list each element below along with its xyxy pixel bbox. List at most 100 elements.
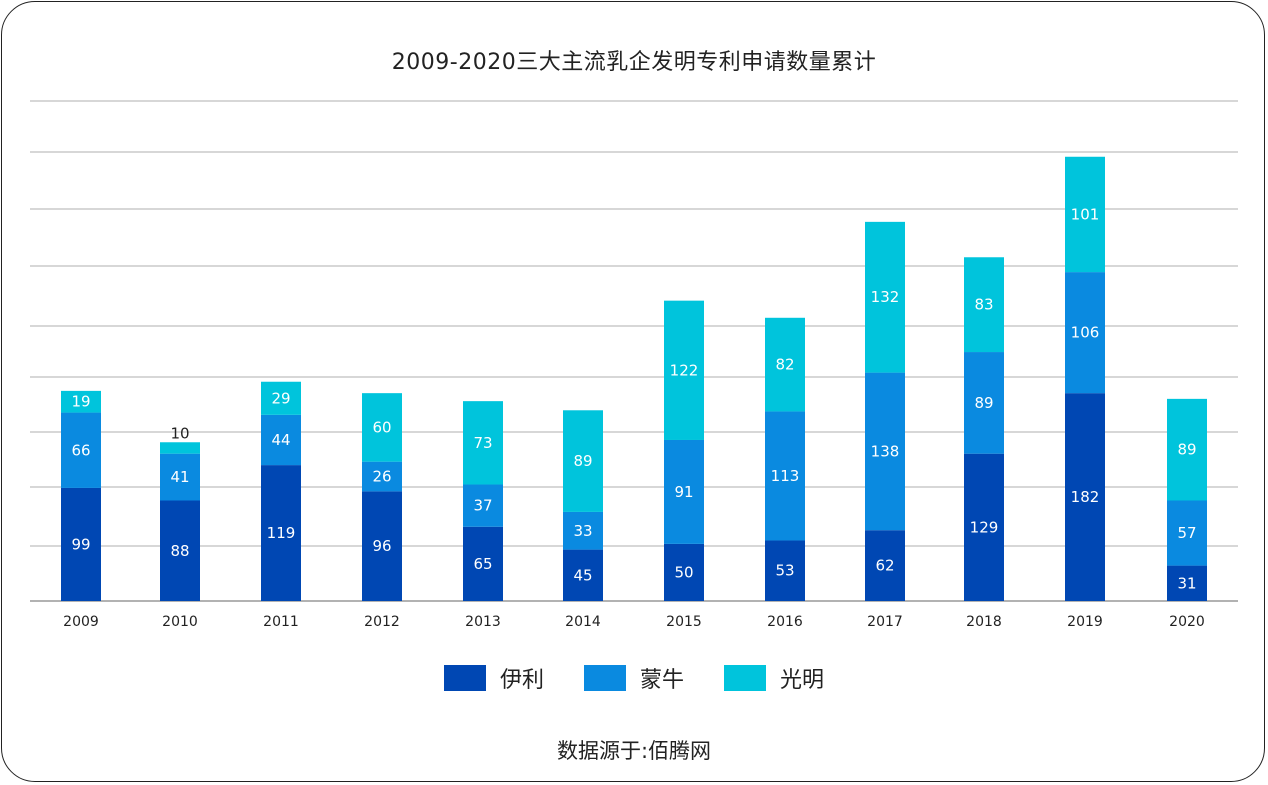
legend-item-guangming: 光明 xyxy=(724,662,824,694)
data-label-mengniu-2018: 89 xyxy=(974,394,993,412)
data-label-guangming-2017: 132 xyxy=(871,288,900,306)
legend-item-yili: 伊利 xyxy=(443,662,544,694)
bar-yili-2019 xyxy=(1065,393,1105,601)
data-label-guangming-2015: 122 xyxy=(670,361,699,379)
data-label-mengniu-2020: 57 xyxy=(1177,524,1196,542)
bar-yili-2009 xyxy=(61,487,101,601)
data-label-guangming-2013: 73 xyxy=(473,434,492,452)
x-tick-2019: 2019 xyxy=(1067,614,1103,630)
bar-mengniu-2011 xyxy=(261,414,301,466)
bar-guangming-2019 xyxy=(1065,156,1105,273)
bar-yili-2018 xyxy=(964,453,1004,601)
x-tick-2013: 2013 xyxy=(465,614,501,630)
data-label-mengniu-2009: 66 xyxy=(71,441,90,459)
bar-yili-2020 xyxy=(1167,565,1207,601)
source-note: 数据源于:佰腾网 xyxy=(556,739,712,763)
bar-mengniu-2015 xyxy=(664,439,704,544)
bar-guangming-2012 xyxy=(362,393,402,462)
grid-lines xyxy=(30,100,1238,602)
data-label-mengniu-2012: 26 xyxy=(372,468,391,486)
data-label-yili-2016: 53 xyxy=(775,562,794,580)
bar-mengniu-2010 xyxy=(160,453,200,501)
data-label-mengniu-2016: 113 xyxy=(771,467,800,485)
bar-mengniu-2012 xyxy=(362,461,402,492)
data-label-mengniu-2015: 91 xyxy=(674,483,693,501)
data-label-mengniu-2014: 33 xyxy=(573,522,592,540)
legend: 伊利 蒙牛 光明 xyxy=(0,662,1268,694)
legend-swatch-mengniu xyxy=(583,665,626,691)
bar-guangming-2016 xyxy=(765,317,805,412)
data-label-yili-2017: 62 xyxy=(875,557,894,575)
data-label-guangming-2016: 82 xyxy=(775,356,794,374)
data-labels: 99 66 19 88 41 10 119 44 29 96 26 60 65 37 73 45 33 89 50 9… xyxy=(71,205,1196,592)
data-label-guangming-2012: 60 xyxy=(372,418,391,436)
bar-yili-2010 xyxy=(160,500,200,601)
bar-yili-2015 xyxy=(664,543,704,601)
bar-yili-2013 xyxy=(463,526,503,601)
bar-guangming-2011 xyxy=(261,381,301,415)
x-tick-2017: 2017 xyxy=(867,614,903,630)
bar-guangming-2018 xyxy=(964,257,1004,353)
x-axis-ticks: 2009 2010 2011 2012 2013 2014 2015 2016 2017 2018… xyxy=(63,614,1205,630)
bar-yili-2016 xyxy=(765,540,805,601)
x-tick-2011: 2011 xyxy=(263,614,299,630)
data-label-yili-2020: 31 xyxy=(1177,574,1196,592)
x-tick-2012: 2012 xyxy=(364,614,400,630)
bar-mengniu-2019 xyxy=(1065,272,1105,394)
data-label-guangming-2019: 101 xyxy=(1071,205,1100,223)
x-tick-2016: 2016 xyxy=(767,614,803,630)
x-tick-2010: 2010 xyxy=(162,614,198,630)
bar-guangming-2009 xyxy=(61,390,101,413)
legend-label-mengniu: 蒙牛 xyxy=(639,668,684,693)
bar-mengniu-2014 xyxy=(563,511,603,550)
data-label-yili-2019: 182 xyxy=(1071,488,1100,506)
bar-yili-2012 xyxy=(362,491,402,601)
data-label-yili-2010: 88 xyxy=(170,542,189,560)
data-label-yili-2015: 50 xyxy=(674,563,693,581)
legend-label-guangming: 光明 xyxy=(780,668,825,693)
data-label-yili-2014: 45 xyxy=(573,566,592,584)
data-label-mengniu-2011: 44 xyxy=(271,431,290,449)
x-tick-2020: 2020 xyxy=(1169,614,1205,630)
bar-mengniu-2017 xyxy=(865,372,905,531)
bar-mengniu-2009 xyxy=(61,412,101,488)
data-label-guangming-2014: 89 xyxy=(573,452,592,470)
bar-guangming-2017 xyxy=(865,221,905,373)
bar-group xyxy=(61,156,1207,601)
x-tick-2014: 2014 xyxy=(565,614,601,630)
data-label-guangming-2009: 19 xyxy=(71,393,90,411)
data-label-guangming-2011: 29 xyxy=(271,389,290,407)
chart-title: 2009-2020三大主流乳企发明专利申请数量累计 xyxy=(391,50,877,75)
legend-item-mengniu: 蒙牛 xyxy=(583,662,684,694)
bar-guangming-2014 xyxy=(563,410,603,512)
legend-swatch-guangming xyxy=(724,665,766,691)
bar-yili-2014 xyxy=(563,549,603,601)
bar-guangming-2020 xyxy=(1167,398,1207,501)
bar-mengniu-2013 xyxy=(463,484,503,527)
bar-guangming-2013 xyxy=(463,401,503,485)
data-label-yili-2009: 99 xyxy=(71,535,90,553)
data-label-mengniu-2019: 106 xyxy=(1071,324,1100,342)
legend-label-yili: 伊利 xyxy=(499,668,544,693)
bar-mengniu-2018 xyxy=(964,352,1004,454)
data-label-yili-2018: 129 xyxy=(970,518,999,536)
legend-swatch-yili xyxy=(443,665,486,691)
data-label-guangming-2018: 83 xyxy=(974,296,993,314)
data-label-guangming-2010: 10 xyxy=(170,424,189,442)
data-label-yili-2011: 119 xyxy=(267,524,296,542)
data-label-mengniu-2017: 138 xyxy=(871,442,900,460)
data-label-guangming-2020: 89 xyxy=(1177,441,1196,459)
data-label-mengniu-2013: 37 xyxy=(473,497,492,515)
x-tick-2009: 2009 xyxy=(63,614,99,630)
data-label-yili-2012: 96 xyxy=(372,537,391,555)
bar-guangming-2015 xyxy=(664,300,704,440)
bar-mengniu-2020 xyxy=(1167,500,1207,566)
x-tick-2015: 2015 xyxy=(666,614,702,630)
data-label-mengniu-2010: 41 xyxy=(170,468,189,486)
bar-mengniu-2016 xyxy=(765,411,805,541)
bar-guangming-2010 xyxy=(160,442,200,454)
x-tick-2018: 2018 xyxy=(966,614,1002,630)
bar-yili-2011 xyxy=(261,465,301,601)
